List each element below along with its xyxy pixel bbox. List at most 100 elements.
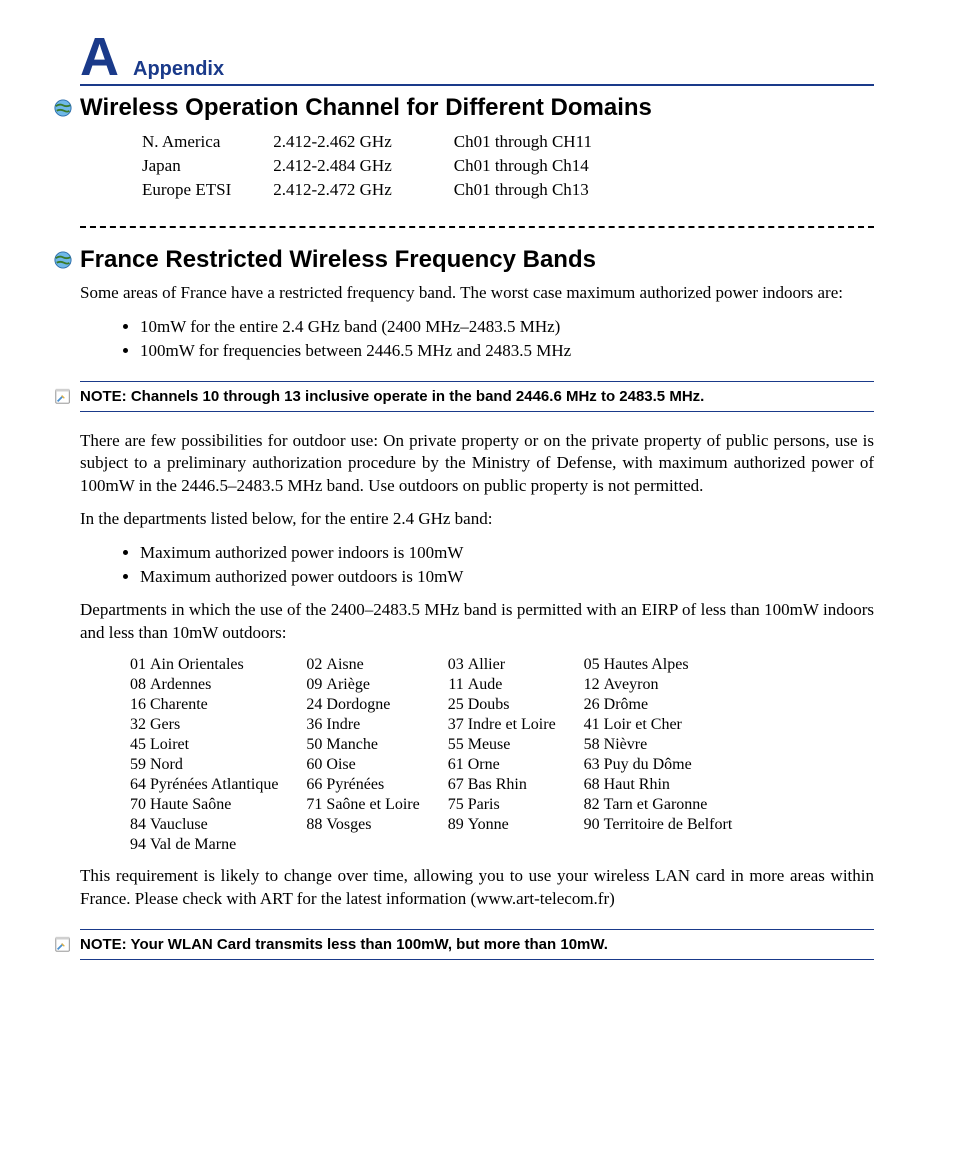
dept-name: Indre et Loire [468,715,584,735]
appendix-label: Appendix [133,58,224,81]
dept-code: 66 [306,775,326,795]
dept-code [584,835,604,855]
table-row: Europe ETSI2.412-2.472 GHzCh01 through C… [142,180,610,202]
dept-code: 08 [130,675,150,695]
list-item: Maximum authorized power outdoors is 10m… [140,565,874,589]
dept-code: 45 [130,735,150,755]
globe-icon [54,251,72,269]
dept-name: Allier [468,655,584,675]
dept-name: Orne [468,755,584,775]
dept-name: Ardennes [150,675,306,695]
dept-code: 88 [306,815,326,835]
dept-code: 11 [448,675,468,695]
dept-code [306,835,326,855]
dept-code: 61 [448,755,468,775]
dept-code [448,835,468,855]
table-row: 45Loiret50Manche55Meuse58Nièvre [130,735,760,755]
dept-code: 01 [130,655,150,675]
dept-code: 05 [584,655,604,675]
table-cell: Ch01 through Ch13 [454,180,610,202]
dept-name: Hautes Alpes [604,655,761,675]
dept-code: 71 [306,795,326,815]
dept-code: 41 [584,715,604,735]
dept-code: 24 [306,695,326,715]
departments-table: 01Ain Orientales02Aisne03Allier05Hautes … [130,655,760,855]
dept-code: 32 [130,715,150,735]
table-row: 32Gers36Indre37Indre et Loire41Loir et C… [130,715,760,735]
note-icon [54,387,72,405]
table-row: 70Haute Saône71Saône et Loire75Paris82Ta… [130,795,760,815]
dept-code: 59 [130,755,150,775]
table-cell: Japan [142,156,271,178]
table-row: 59Nord60Oise61Orne63Puy du Dôme [130,755,760,775]
para-art: This requirement is likely to change ove… [80,865,874,911]
dept-name: Aude [468,675,584,695]
dept-code: 64 [130,775,150,795]
dept-code: 36 [306,715,326,735]
table-cell: 2.412-2.462 GHz [273,132,452,154]
section-france-bands: France Restricted Wireless Frequency Ban… [80,246,874,960]
dept-name [326,835,447,855]
para-dept-intro: In the departments listed below, for the… [80,508,874,531]
dept-code: 55 [448,735,468,755]
dept-code: 25 [448,695,468,715]
table-row: 84Vaucluse88Vosges89Yonne90Territoire de… [130,815,760,835]
para-dept-eirp: Departments in which the use of the 2400… [80,599,874,645]
dept-name: Territoire de Belfort [604,815,761,835]
bullet-list-power-worst-case: 10mW for the entire 2.4 GHz band (2400 M… [140,315,874,363]
section-title: France Restricted Wireless Frequency Ban… [80,246,596,274]
section-title-row: France Restricted Wireless Frequency Ban… [54,246,874,274]
dept-name: Meuse [468,735,584,755]
dept-name: Indre [326,715,447,735]
dept-code: 75 [448,795,468,815]
dept-name: Nord [150,755,306,775]
dept-name [604,835,761,855]
section-title: Wireless Operation Channel for Different… [80,94,652,122]
page: A Appendix Wireless Operation Channel fo… [0,0,954,1018]
dept-name: Nièvre [604,735,761,755]
dept-code: 09 [306,675,326,695]
dept-code: 82 [584,795,604,815]
para-outdoor: There are few possibilities for outdoor … [80,430,874,499]
dept-name: Ariège [326,675,447,695]
dept-name: Manche [326,735,447,755]
dept-name: Tarn et Garonne [604,795,761,815]
appendix-header: A Appendix [80,30,874,86]
dept-name: Loir et Cher [604,715,761,735]
dept-code: 89 [448,815,468,835]
dept-code: 50 [306,735,326,755]
dept-name: Charente [150,695,306,715]
section-wireless-domains: Wireless Operation Channel for Different… [80,94,874,204]
dept-name: Gers [150,715,306,735]
table-cell: 2.412-2.472 GHz [273,180,452,202]
globe-icon [54,99,72,117]
list-item: 100mW for frequencies between 2446.5 MHz… [140,339,874,363]
dashed-divider [80,226,874,228]
dept-code: 60 [306,755,326,775]
table-cell: Ch01 through CH11 [454,132,610,154]
table-cell: 2.412-2.484 GHz [273,156,452,178]
dept-name: Oise [326,755,447,775]
table-row: N. America2.412-2.462 GHzCh01 through CH… [142,132,610,154]
table-cell: Ch01 through Ch14 [454,156,610,178]
dept-name: Pyrénées [326,775,447,795]
dept-code: 37 [448,715,468,735]
dept-name: Paris [468,795,584,815]
dept-code: 02 [306,655,326,675]
domain-table: N. America2.412-2.462 GHzCh01 through CH… [140,130,612,204]
appendix-letter: A [80,30,119,84]
dept-name: Puy du Dôme [604,755,761,775]
dept-name: Aisne [326,655,447,675]
dept-code: 67 [448,775,468,795]
list-item: 10mW for the entire 2.4 GHz band (2400 M… [140,315,874,339]
note-content: NOTE: Your WLAN Card transmits less than… [80,929,874,960]
note-box-wlan: NOTE: Your WLAN Card transmits less than… [54,929,874,960]
list-item: Maximum authorized power indoors is 100m… [140,541,874,565]
dept-code: 94 [130,835,150,855]
table-row: 64Pyrénées Atlantique66Pyrénées67Bas Rhi… [130,775,760,795]
dept-name: Loiret [150,735,306,755]
note-icon [54,935,72,953]
intro-para: Some areas of France have a restricted f… [80,282,874,305]
note-box-channels: NOTE: Channels 10 through 13 inclusive o… [54,381,874,412]
table-row: 08Ardennes09Ariège11Aude12Aveyron [130,675,760,695]
